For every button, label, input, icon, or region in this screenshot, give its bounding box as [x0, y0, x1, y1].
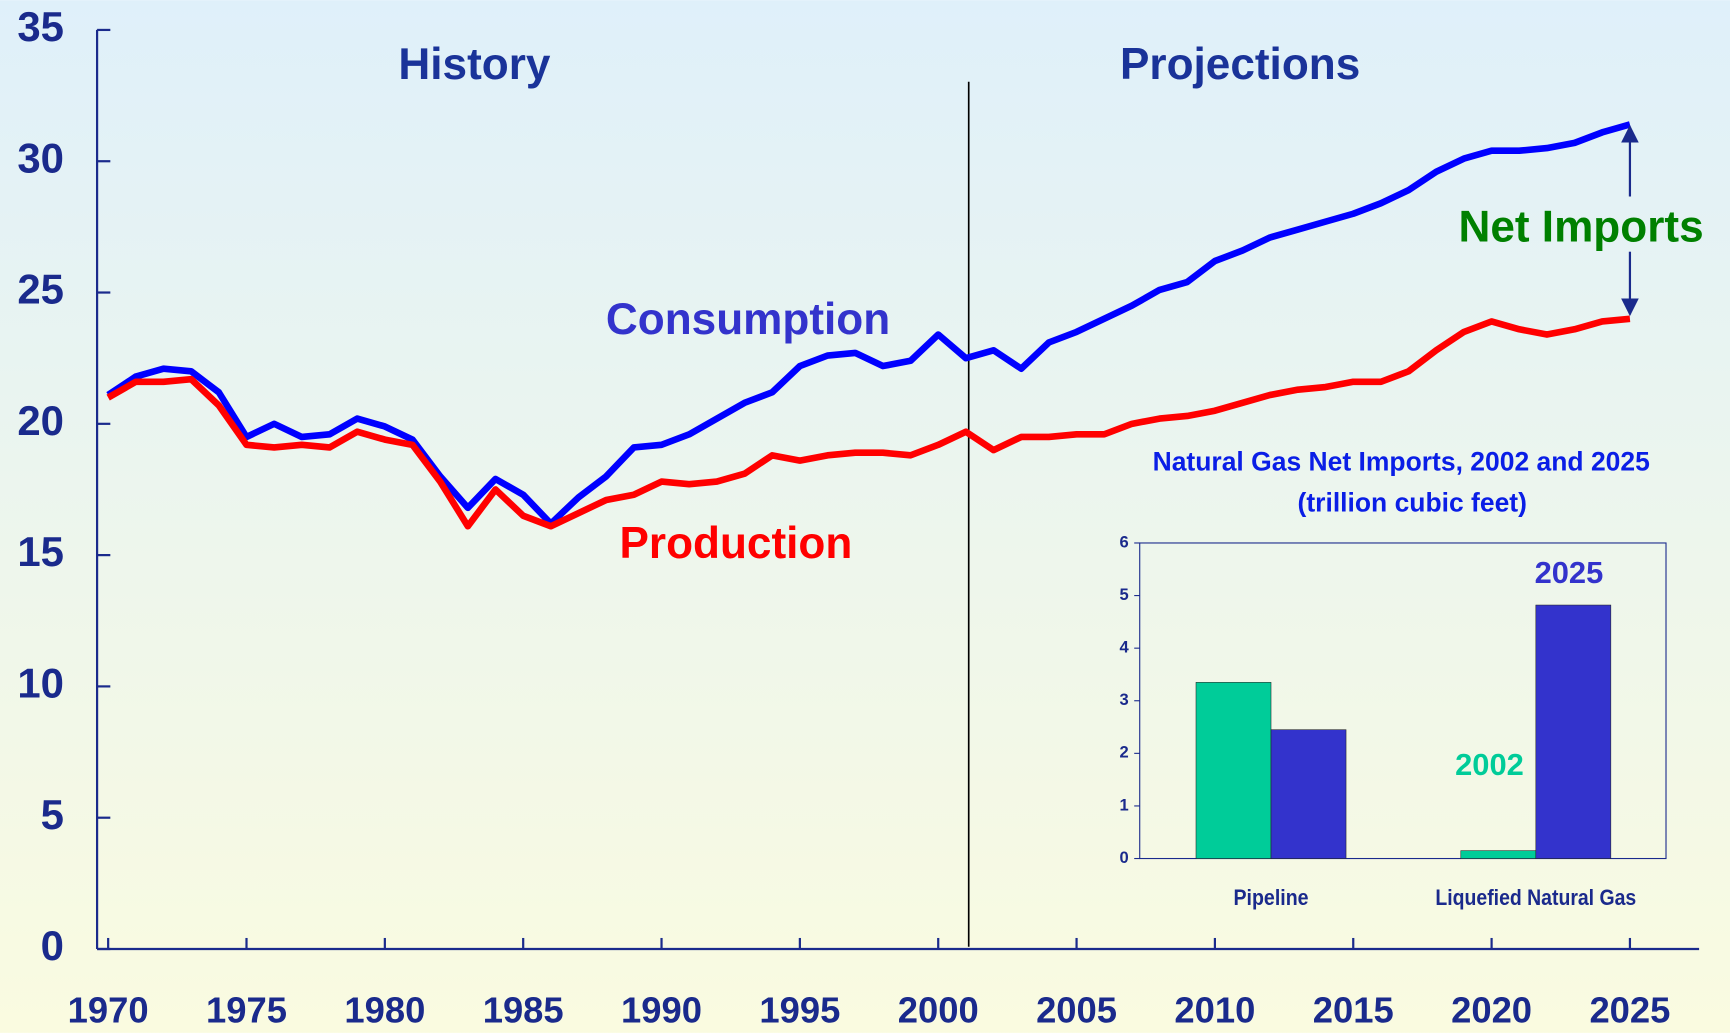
x-tick-label: Pipeline — [1234, 885, 1309, 910]
y-tick-label: 0 — [1119, 848, 1128, 867]
x-tick-label: 2015 — [1313, 990, 1394, 1031]
x-tick-label: 1975 — [206, 990, 287, 1031]
x-tick-label: 2020 — [1451, 990, 1532, 1031]
inset-subtitle: (trillion cubic feet) — [1298, 487, 1527, 517]
bar — [1460, 850, 1537, 859]
line — [106, 121, 1631, 527]
inset-title: Natural Gas Net Imports, 2002 and 2025 — [1153, 447, 1650, 477]
y-tick-label: 15 — [17, 528, 64, 575]
legend-label: 2025 — [1535, 555, 1604, 590]
x-tick-label: 1970 — [68, 990, 149, 1031]
x-tick-label: 2000 — [898, 990, 979, 1031]
y-tick-label: 5 — [41, 791, 64, 838]
x-tick-label: 2025 — [1589, 990, 1670, 1031]
line — [106, 315, 1631, 530]
x-tick-label: 2010 — [1174, 990, 1255, 1031]
y-tick-label: 10 — [17, 659, 64, 706]
x-tick-label: Liquefied Natural Gas — [1435, 885, 1636, 910]
y-tick-label: 4 — [1119, 638, 1129, 657]
y-tick-label: 20 — [17, 397, 64, 444]
annotation: Consumption — [606, 295, 890, 344]
y-tick-label: 25 — [17, 266, 64, 313]
bar — [1270, 729, 1347, 859]
y-tick-label: 30 — [17, 134, 64, 181]
y-tick-label: 5 — [1119, 585, 1128, 604]
x-tick-label: 1980 — [344, 990, 425, 1031]
y-tick-label: 1 — [1119, 795, 1128, 814]
y-tick-label: 6 — [1119, 532, 1128, 551]
legend-label: 2002 — [1455, 747, 1524, 782]
x-tick-label: 2005 — [1036, 990, 1117, 1031]
annotation: Production — [619, 519, 852, 568]
annotation: Net Imports — [1458, 202, 1703, 251]
y-tick-label: 2 — [1119, 743, 1128, 762]
y-tick-label: 0 — [41, 922, 64, 969]
bar — [1195, 682, 1272, 859]
annotation: History — [398, 40, 550, 89]
x-tick-label: 1990 — [621, 990, 702, 1031]
annotation: Projections — [1120, 40, 1360, 89]
y-tick-label: 35 — [17, 3, 64, 50]
y-tick-label: 3 — [1119, 690, 1128, 709]
x-tick-label: 1985 — [483, 990, 564, 1031]
x-tick-label: 1995 — [759, 990, 840, 1031]
bar — [1535, 604, 1612, 859]
